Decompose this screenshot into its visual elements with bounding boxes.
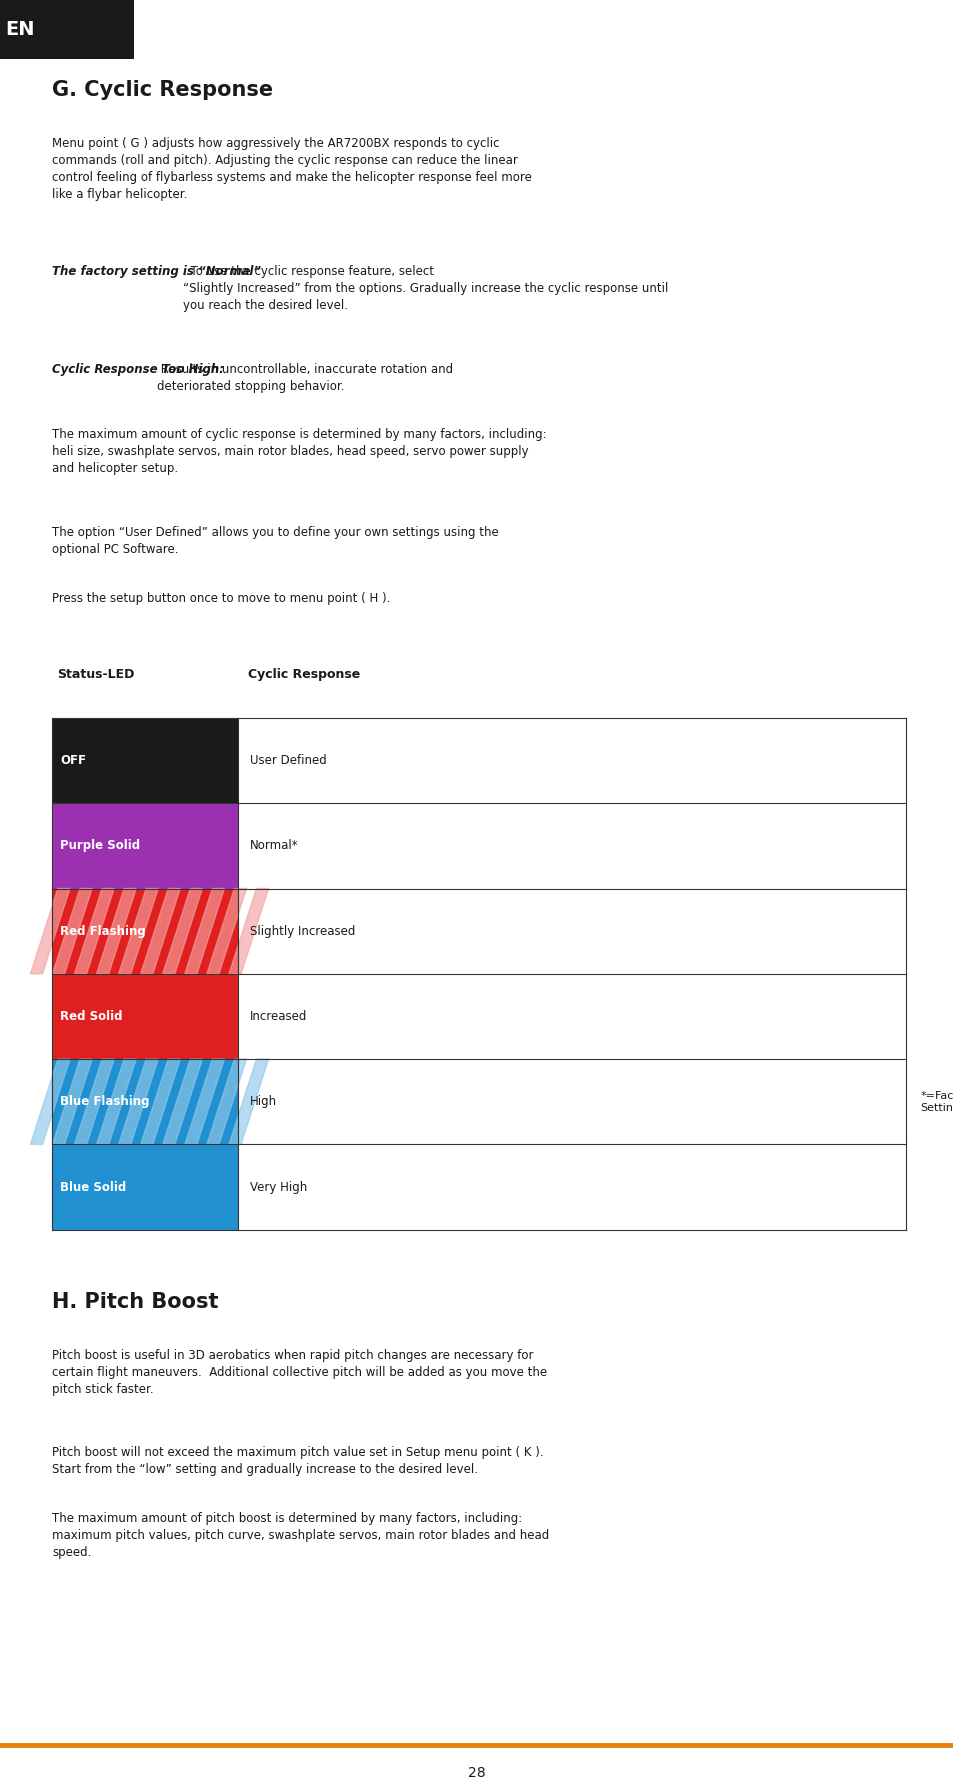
Polygon shape	[163, 1059, 202, 1144]
Text: Red Flashing: Red Flashing	[60, 924, 146, 938]
Text: *=Factory
Setting: *=Factory Setting	[920, 1091, 953, 1112]
Text: Results in uncontrollable, inaccurate rotation and
deteriorated stopping behavio: Results in uncontrollable, inaccurate ro…	[157, 363, 453, 393]
Text: H. Pitch Boost: H. Pitch Boost	[52, 1292, 219, 1311]
Bar	[238, 888, 905, 974]
Bar	[52, 1059, 238, 1144]
Polygon shape	[118, 888, 158, 974]
Bar	[52, 974, 238, 1059]
Polygon shape	[118, 1059, 158, 1144]
Text: User Defined: User Defined	[250, 753, 326, 768]
Bar	[52, 803, 238, 888]
FancyBboxPatch shape	[0, 0, 133, 59]
Polygon shape	[163, 888, 202, 974]
Text: Blue Flashing: Blue Flashing	[60, 1095, 150, 1109]
Text: Press the setup button once to move to menu point ( H ).: Press the setup button once to move to m…	[52, 592, 391, 604]
Polygon shape	[52, 1059, 92, 1144]
Text: 28: 28	[468, 1766, 485, 1777]
Text: Pitch boost will not exceed the maximum pitch value set in Setup menu point ( K : Pitch boost will not exceed the maximum …	[52, 1446, 543, 1477]
Polygon shape	[229, 1059, 269, 1144]
Polygon shape	[207, 888, 246, 974]
Text: Pitch boost is useful in 3D aerobatics when rapid pitch changes are necessary fo: Pitch boost is useful in 3D aerobatics w…	[52, 1349, 547, 1395]
Text: Menu point ( G ) adjusts how aggressively the AR7200BX responds to cyclic
comman: Menu point ( G ) adjusts how aggressivel…	[52, 137, 532, 201]
Polygon shape	[52, 888, 92, 974]
Bar	[52, 1144, 238, 1230]
Polygon shape	[141, 888, 180, 974]
Text: Purple Solid: Purple Solid	[60, 839, 140, 853]
Polygon shape	[74, 888, 114, 974]
Text: The maximum amount of pitch boost is determined by many factors, including:
maxi: The maximum amount of pitch boost is det…	[52, 1512, 549, 1558]
Polygon shape	[207, 1059, 246, 1144]
Text: . To use the cyclic response feature, select
“Slightly Increased” from the optio: . To use the cyclic response feature, se…	[182, 265, 667, 311]
Bar	[238, 718, 905, 803]
Bar	[238, 1059, 905, 1144]
Polygon shape	[30, 888, 70, 974]
Text: Cyclic Response: Cyclic Response	[248, 668, 360, 681]
Text: G. Cyclic Response: G. Cyclic Response	[52, 80, 274, 100]
Polygon shape	[96, 888, 136, 974]
Polygon shape	[229, 888, 269, 974]
Bar	[238, 974, 905, 1059]
Bar	[238, 1144, 905, 1230]
Text: High: High	[250, 1095, 276, 1109]
Text: The factory setting is “Normal”: The factory setting is “Normal”	[52, 265, 261, 277]
Text: The maximum amount of cyclic response is determined by many factors, including:
: The maximum amount of cyclic response is…	[52, 428, 546, 474]
Bar	[238, 803, 905, 888]
Text: Very High: Very High	[250, 1180, 307, 1194]
Text: Increased: Increased	[250, 1009, 307, 1024]
Polygon shape	[74, 1059, 114, 1144]
Text: The option “User Defined” allows you to define your own settings using the
optio: The option “User Defined” allows you to …	[52, 526, 498, 556]
Text: OFF: OFF	[60, 753, 86, 768]
Polygon shape	[185, 1059, 224, 1144]
Bar	[52, 888, 238, 974]
Polygon shape	[96, 1059, 136, 1144]
Polygon shape	[141, 1059, 180, 1144]
Polygon shape	[30, 1059, 70, 1144]
Text: Red Solid: Red Solid	[60, 1009, 123, 1024]
Text: Status-LED: Status-LED	[57, 668, 134, 681]
Polygon shape	[185, 888, 224, 974]
Text: Slightly Increased: Slightly Increased	[250, 924, 355, 938]
Bar	[52, 718, 238, 803]
Text: Normal*: Normal*	[250, 839, 298, 853]
Text: Cyclic Response Too High:: Cyclic Response Too High:	[52, 363, 224, 375]
Text: EN: EN	[5, 20, 34, 39]
Text: Blue Solid: Blue Solid	[60, 1180, 126, 1194]
